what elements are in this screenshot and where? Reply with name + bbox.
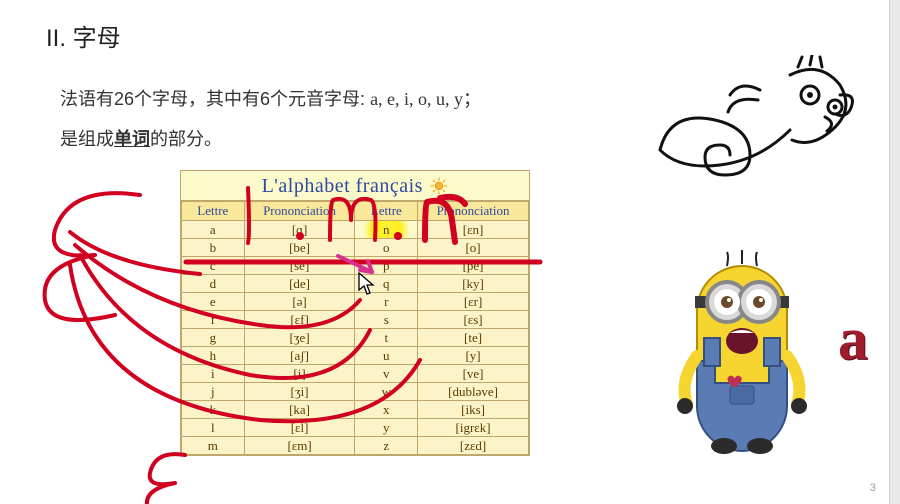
cell-lettre: c [182,257,245,275]
cell-lettre: i [182,365,245,383]
cell-prononciation: [ɛf] [244,311,355,329]
minion-icon [672,246,812,456]
section-heading: II. 字母 [46,18,121,53]
cell-lettre: v [355,365,418,383]
sun-icon [430,177,448,195]
cell-lettre: p [355,257,418,275]
cell-lettre: b [182,239,245,257]
text: 的部分。 [150,129,222,149]
cell-prononciation: [se] [244,257,355,275]
cell-lettre: r [355,293,418,311]
cell-prononciation: [ɑ] [244,221,355,239]
table-row: b[be]o[o] [182,239,529,257]
cell-prononciation: [iks] [418,401,529,419]
alphabet-grid: Lettre Prononciation Lettre Prononciatio… [181,201,529,455]
col-lettre-2: Lettre [355,202,418,221]
cell-lettre: a [182,221,245,239]
cell-prononciation: [ʒi] [244,383,355,401]
cell-prononciation: [te] [418,329,529,347]
table-title: L'alphabet français [181,171,529,201]
cell-lettre: f [182,311,245,329]
cell-lettre: z [355,437,418,455]
body-text: 法语有26个字母，其中有6个元音字母: a, e, i, o, u, y； 是组… [60,80,481,159]
cell-lettre: j [182,383,245,401]
cell-prononciation: [y] [418,347,529,365]
cell-prononciation: [ə] [244,293,355,311]
word-underline: 单词 [114,129,150,149]
alphabet-table: L'alphabet français Lettre Prononciation… [180,170,530,456]
cell-lettre: x [355,401,418,419]
text: 法语有 [60,89,114,109]
text: 个字母，其中有 [134,89,260,109]
cell-prononciation: [ɛn] [418,221,529,239]
cell-lettre: k [182,401,245,419]
cell-prononciation: [ɛm] [244,437,355,455]
col-prononciation-1: Prononciation [244,202,355,221]
big-letter-a: a [838,305,868,374]
table-row: e[ə]r[ɛr] [182,293,529,311]
cell-prononciation: [ɛl] [244,419,355,437]
cell-lettre: m [182,437,245,455]
cell-lettre: e [182,293,245,311]
cell-lettre: l [182,419,245,437]
table-title-text: L'alphabet français [262,175,423,197]
window-edge [889,0,900,504]
table-row: j[ʒi]w[dubləve] [182,383,529,401]
table-row: g[ʒe]t[te] [182,329,529,347]
cell-prononciation: [aʃ] [244,347,355,365]
cell-prononciation: [i] [244,365,355,383]
cell-lettre: n [355,221,418,239]
table-row: k[ka]x[iks] [182,401,529,419]
page-number: 3 [870,482,876,494]
count-vowels: 6 [260,89,270,109]
cell-lettre: o [355,239,418,257]
cell-prononciation: [be] [244,239,355,257]
table-row: m[ɛm]z[zɛd] [182,437,529,455]
cell-prononciation: [ve] [418,365,529,383]
table-row: a[ɑ]n[ɛn] [182,221,529,239]
vowels-list: a, e, i, o, u, y； [370,89,481,109]
count-letters: 26 [114,89,134,109]
cartoon-face-icon [640,55,860,185]
cell-lettre: h [182,347,245,365]
text: 是组成 [60,129,114,149]
table-row: f[ɛf]s[ɛs] [182,311,529,329]
table-row: d[de]q[ky] [182,275,529,293]
cell-lettre: w [355,383,418,401]
cell-lettre: d [182,275,245,293]
cell-prononciation: [ɛs] [418,311,529,329]
cell-lettre: u [355,347,418,365]
col-prononciation-2: Prononciation [418,202,529,221]
cell-prononciation: [de] [244,275,355,293]
cell-lettre: y [355,419,418,437]
table-row: h[aʃ]u[y] [182,347,529,365]
cell-prononciation: [ka] [244,401,355,419]
cell-prononciation: [o] [418,239,529,257]
col-lettre-1: Lettre [182,202,245,221]
cell-prononciation: [zɛd] [418,437,529,455]
cell-prononciation: [ɛr] [418,293,529,311]
cell-prononciation: [pe] [418,257,529,275]
cell-prononciation: [dubləve] [418,383,529,401]
cell-lettre: g [182,329,245,347]
cell-prononciation: [igrɛk] [418,419,529,437]
text: 个元音字母: [270,89,370,109]
cell-prononciation: [ʒe] [244,329,355,347]
cell-lettre: t [355,329,418,347]
table-row: l[ɛl]y[igrɛk] [182,419,529,437]
cell-lettre: s [355,311,418,329]
cell-lettre: q [355,275,418,293]
cell-prononciation: [ky] [418,275,529,293]
table-row: c[se]p[pe] [182,257,529,275]
table-row: i[i]v[ve] [182,365,529,383]
